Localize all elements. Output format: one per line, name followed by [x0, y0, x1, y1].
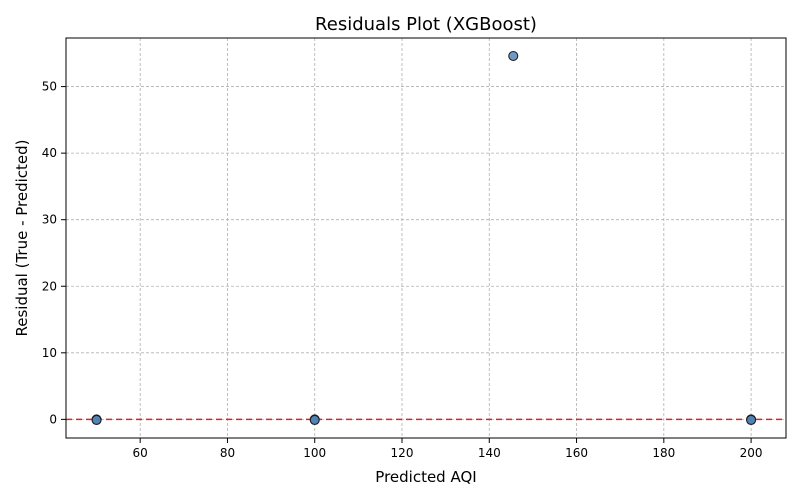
x-tick-label: 100	[303, 446, 326, 460]
y-tick-label: 20	[42, 279, 57, 293]
x-tick-label: 200	[740, 446, 763, 460]
points-layer	[91, 50, 757, 426]
grid-layer	[66, 38, 786, 438]
residual-point	[91, 415, 102, 426]
y-axis-label: Residual (True - Predicted)	[13, 139, 31, 336]
y-tick-label: 30	[42, 213, 57, 227]
y-tick-label: 10	[42, 346, 57, 360]
y-tick-label: 40	[42, 146, 57, 160]
x-tick-label: 180	[652, 446, 675, 460]
x-tick-label: 80	[220, 446, 235, 460]
x-tick-label: 160	[565, 446, 588, 460]
plot-frame	[65, 37, 787, 439]
x-tick-label: 120	[391, 446, 414, 460]
y-tick-label: 50	[42, 80, 57, 94]
residual-point	[508, 50, 519, 61]
residual-point	[746, 415, 757, 426]
x-tick-label: 140	[478, 446, 501, 460]
residual-point	[309, 415, 320, 426]
ticks-layer: 60 80 100 120 140 160 180 200 0 10 20 30 40 50	[42, 80, 763, 460]
y-tick-label: 0	[49, 412, 57, 426]
x-axis-label: Predicted AQI	[375, 468, 476, 486]
chart-title: Residuals Plot (XGBoost)	[315, 14, 537, 35]
x-tick-label: 60	[133, 446, 148, 460]
